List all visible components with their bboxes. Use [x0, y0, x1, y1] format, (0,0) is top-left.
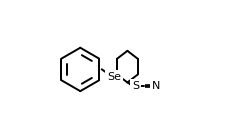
- Text: Se: Se: [107, 72, 121, 82]
- Text: S: S: [131, 81, 138, 91]
- Polygon shape: [127, 82, 133, 87]
- Text: N: N: [152, 81, 160, 91]
